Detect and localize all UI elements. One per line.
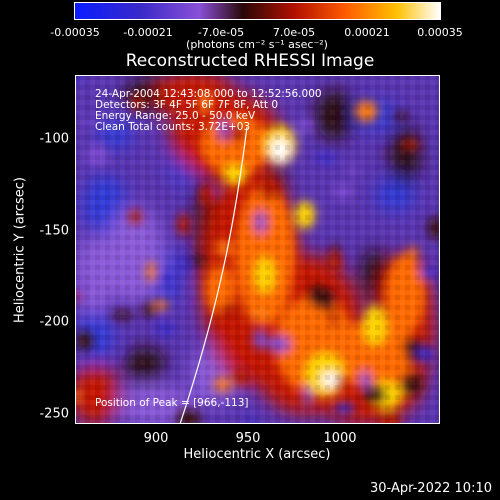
colorbar-tick: 0.00035 [417,26,463,39]
image-title: Reconstructed RHESSI Image [125,51,375,71]
colorbar [74,2,441,20]
y-tick: -100 [39,131,69,147]
rhessi-image [75,75,440,424]
x-tick: 1000 [323,431,357,446]
colorbar-unit: (photons cm⁻² s⁻¹ asec⁻²) [186,38,328,51]
colorbar-tick: -0.00035 [50,26,100,39]
colorbar-tick: -0.00021 [123,26,173,39]
colorbar-tick: -7.0e-05 [197,26,245,39]
colorbar-tick: 0.00021 [344,26,390,39]
info-clean: Clean Total counts: 3.72E+03 [95,121,251,133]
x-tick: 950 [235,431,261,446]
solar-limb-line [179,126,248,424]
x-tick: 900 [143,431,169,446]
y-tick: -250 [39,406,69,422]
colorbar-gradient [75,3,440,19]
heatmap [75,75,440,424]
info-time: 24-Apr-2004 12:43:08.000 to 12:52:56.000 [95,88,322,100]
colorbar-tick: 7.0e-05 [272,26,316,39]
y-tick: -150 [39,223,69,239]
info-energy: Energy Range: 25.0 - 50.0 keV [95,110,256,122]
info-detectors: Detectors: 3F 4F 5F 6F 7F 8F, Att 0 [95,99,279,111]
peak-position: Position of Peak = [966,-113] [95,397,249,409]
x-axis-label: Heliocentric X (arcsec) [183,447,331,462]
y-tick: -200 [39,314,69,330]
y-axis-label: Heliocentric Y (arcsec) [12,177,28,323]
timestamp: 30-Apr-2022 10:10 [370,481,492,496]
